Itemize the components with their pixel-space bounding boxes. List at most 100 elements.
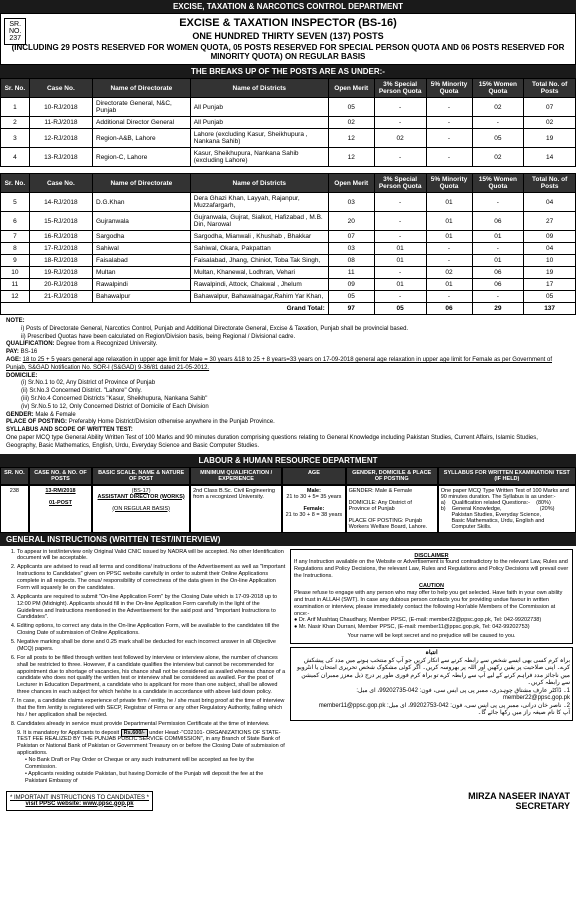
gi-bullet1: • No Bank Draft or Pay Order or Cheque o… — [25, 757, 286, 771]
table-row: 615-RJ/2018GujranwalaGujranwala, Gujrat,… — [1, 212, 576, 231]
cell-min: - — [426, 291, 472, 303]
syl: One paper MCQ type General Ability Writt… — [6, 435, 570, 451]
gi-fee-pre: It is mandatory for Applicants to deposi… — [23, 730, 121, 736]
cell-case: 16-RJ/2018 — [29, 231, 92, 243]
l238-pop: PLACE OF POSTING: Punjab Workers Welfare… — [349, 518, 428, 530]
th-sr: Sr. No. — [1, 174, 30, 193]
cell-merit: 12 — [328, 148, 374, 167]
cell-total: 27 — [524, 212, 576, 231]
cell-total: 17 — [524, 279, 576, 291]
cell-case: 17-RJ/2018 — [29, 243, 92, 255]
l238-qual: 2nd Class B.Sc. Civil Engineering from a… — [190, 485, 282, 533]
cell-merit: 05 — [328, 291, 374, 303]
dept1-banner: EXCISE, TAXATION & NARCOTICS CONTROL DEP… — [0, 0, 576, 13]
gi-banner: GENERAL INSTRUCTIONS (WRITTEN TEST/INTER… — [0, 533, 576, 546]
gender-label: GENDER: — [6, 412, 34, 418]
cell-sr: 3 — [1, 129, 30, 148]
cell-sp: - — [374, 231, 426, 243]
cell-case: 13-RJ/2018 — [29, 148, 92, 167]
cell-total: 19 — [524, 129, 576, 148]
imp-h: * IMPORTANT INSTRUCTIONS TO CANDIDATES * — [10, 795, 149, 801]
l238-sr: 238 — [0, 485, 29, 533]
cell-min: 01 — [426, 212, 472, 231]
cell-merit: 20 — [328, 212, 374, 231]
cell-sr: 12 — [1, 291, 30, 303]
caut-h: CAUTION — [294, 583, 569, 590]
cell-sr: 6 — [1, 212, 30, 231]
sr-label: SR.NO. — [9, 21, 21, 35]
dom-iii: (iii) Sr.No.4 Concerned Districts "Kasur… — [21, 396, 570, 404]
posts-table-1: Sr. No. Case No. Name of Directorate Nam… — [0, 78, 576, 167]
l238-name: ASSISTANT DIRECTOR (WORKS) — [98, 494, 185, 500]
sig2: SECRETARY — [468, 801, 570, 811]
cell-merit: 05 — [328, 98, 374, 117]
cell-sp: 01 — [374, 243, 426, 255]
lh-gdp: GENDER, DOMICILE & PLACE OF POSTING — [346, 467, 438, 485]
gi-fee: Rs.600/- — [121, 729, 148, 737]
imp-v: visit PPSC website: www.ppsc.gop.pk — [10, 801, 149, 807]
table-row: 1221-RJ/2018BahawalpurBahawalpur, Bahawa… — [1, 291, 576, 303]
table-row: 1019-RJ/2018MultanMultan, Khanewal, Lodh… — [1, 267, 576, 279]
cell-min: - — [426, 129, 472, 148]
gi-right-col: DISCLAIMER If any Instruction available … — [290, 549, 573, 785]
cell-women: 02 — [472, 148, 524, 167]
cell-sr: 2 — [1, 117, 30, 129]
labour-row-238: 238 13-RM/2018 01-POST (BS-17) ASSISTANT… — [0, 485, 576, 533]
cell-total: 07 — [524, 98, 576, 117]
cell-sr: 4 — [1, 148, 30, 167]
note-ii: ii) Prescribed Quotas have been calculat… — [21, 334, 570, 342]
qual: Degree from a Recognized University. — [56, 341, 157, 347]
grand-sp: 05 — [374, 303, 426, 315]
disc: If any Instruction available on the Webs… — [294, 559, 569, 580]
cell-case: 10-RJ/2018 — [29, 98, 92, 117]
table-row: 211-RJ/2018Additional Director GeneralAl… — [1, 117, 576, 129]
cell-case: 12-RJ/2018 — [29, 129, 92, 148]
sr-no: 237 — [9, 35, 21, 42]
cell-dist: Faisalabad, Jhang, Chiniot, Toba Tak Sin… — [190, 255, 328, 267]
th-total: Total No. of Posts — [524, 174, 576, 193]
th-sr: Sr. No. — [1, 79, 30, 98]
gi-bullet2: • Applicants residing outside Pakistan, … — [25, 771, 286, 785]
cell-merit: 02 — [328, 117, 374, 129]
cell-min: - — [426, 117, 472, 129]
gi-fee-line: 9. It is mandatory for Applicants to dep… — [17, 730, 286, 758]
gi-list: To appear in test/interview only Origina… — [3, 549, 286, 728]
cell-merit: 03 — [328, 193, 374, 212]
cell-merit: 11 — [328, 267, 374, 279]
cell-women: 02 — [472, 98, 524, 117]
cell-merit: 12 — [328, 129, 374, 148]
cell-dist: Gujranwala, Gujrat, Sialkot, Hafizabad ,… — [190, 212, 328, 231]
cell-total: 05 — [524, 291, 576, 303]
gi-item: Negative marking shall be done and 0.25 … — [17, 639, 286, 653]
post-title: EXCISE & TAXATION INSPECTOR (BS-16) — [4, 17, 572, 29]
cell-sr: 10 — [1, 267, 30, 279]
cell-min: - — [426, 255, 472, 267]
cell-case: 11-RJ/2018 — [29, 117, 92, 129]
cell-sp: - — [374, 117, 426, 129]
l238-nature: (ON REGULAR BASIS) — [112, 506, 170, 512]
pop: Preferably Home District/Division otherw… — [69, 419, 275, 425]
sr-box-237: SR.NO. 237 — [4, 18, 26, 45]
urdu-l3: آپ کا نام صیغہ راز میں رکھا جائے گا۔ — [293, 710, 570, 718]
urdu-l1: 1۔ ڈاکٹر عارف مشتاق چوہدری، ممبر پی پی ا… — [293, 688, 570, 703]
table-row: 514-RJ/2018D.G.KhanDera Ghazi Khan, Layy… — [1, 193, 576, 212]
th-merit: Open Merit — [328, 174, 374, 193]
cell-dir: Rawalpindi — [93, 279, 191, 291]
cell-women: 01 — [472, 255, 524, 267]
gi-item: Editing options, to correct any data in … — [17, 623, 286, 637]
c3: Your name will be kept secret and no pre… — [294, 633, 569, 640]
cell-merit: 09 — [328, 279, 374, 291]
cell-sp: - — [374, 212, 426, 231]
lh-basic: BASIC SCALE, NAME & NATURE OF POST — [92, 467, 190, 485]
cell-min: - — [426, 243, 472, 255]
lh-syl: SYLLABUS FOR WRITTEN EXAMINATION/ TEST (… — [438, 467, 576, 485]
qual-label: QUALIFICATION: — [6, 341, 55, 347]
cell-sp: - — [374, 148, 426, 167]
table-row: 817-RJ/2018SahiwalSahiwal, Okara, Pakpat… — [1, 243, 576, 255]
cell-sr: 1 — [1, 98, 30, 117]
cell-sr: 5 — [1, 193, 30, 212]
cell-dist: Bahawalpur, Bahawalnagar,Rahim Yar Khan, — [190, 291, 328, 303]
th-dist: Name of Districts — [190, 174, 328, 193]
gi-item: To appear in test/interview only Origina… — [17, 549, 286, 563]
cell-sr: 8 — [1, 243, 30, 255]
